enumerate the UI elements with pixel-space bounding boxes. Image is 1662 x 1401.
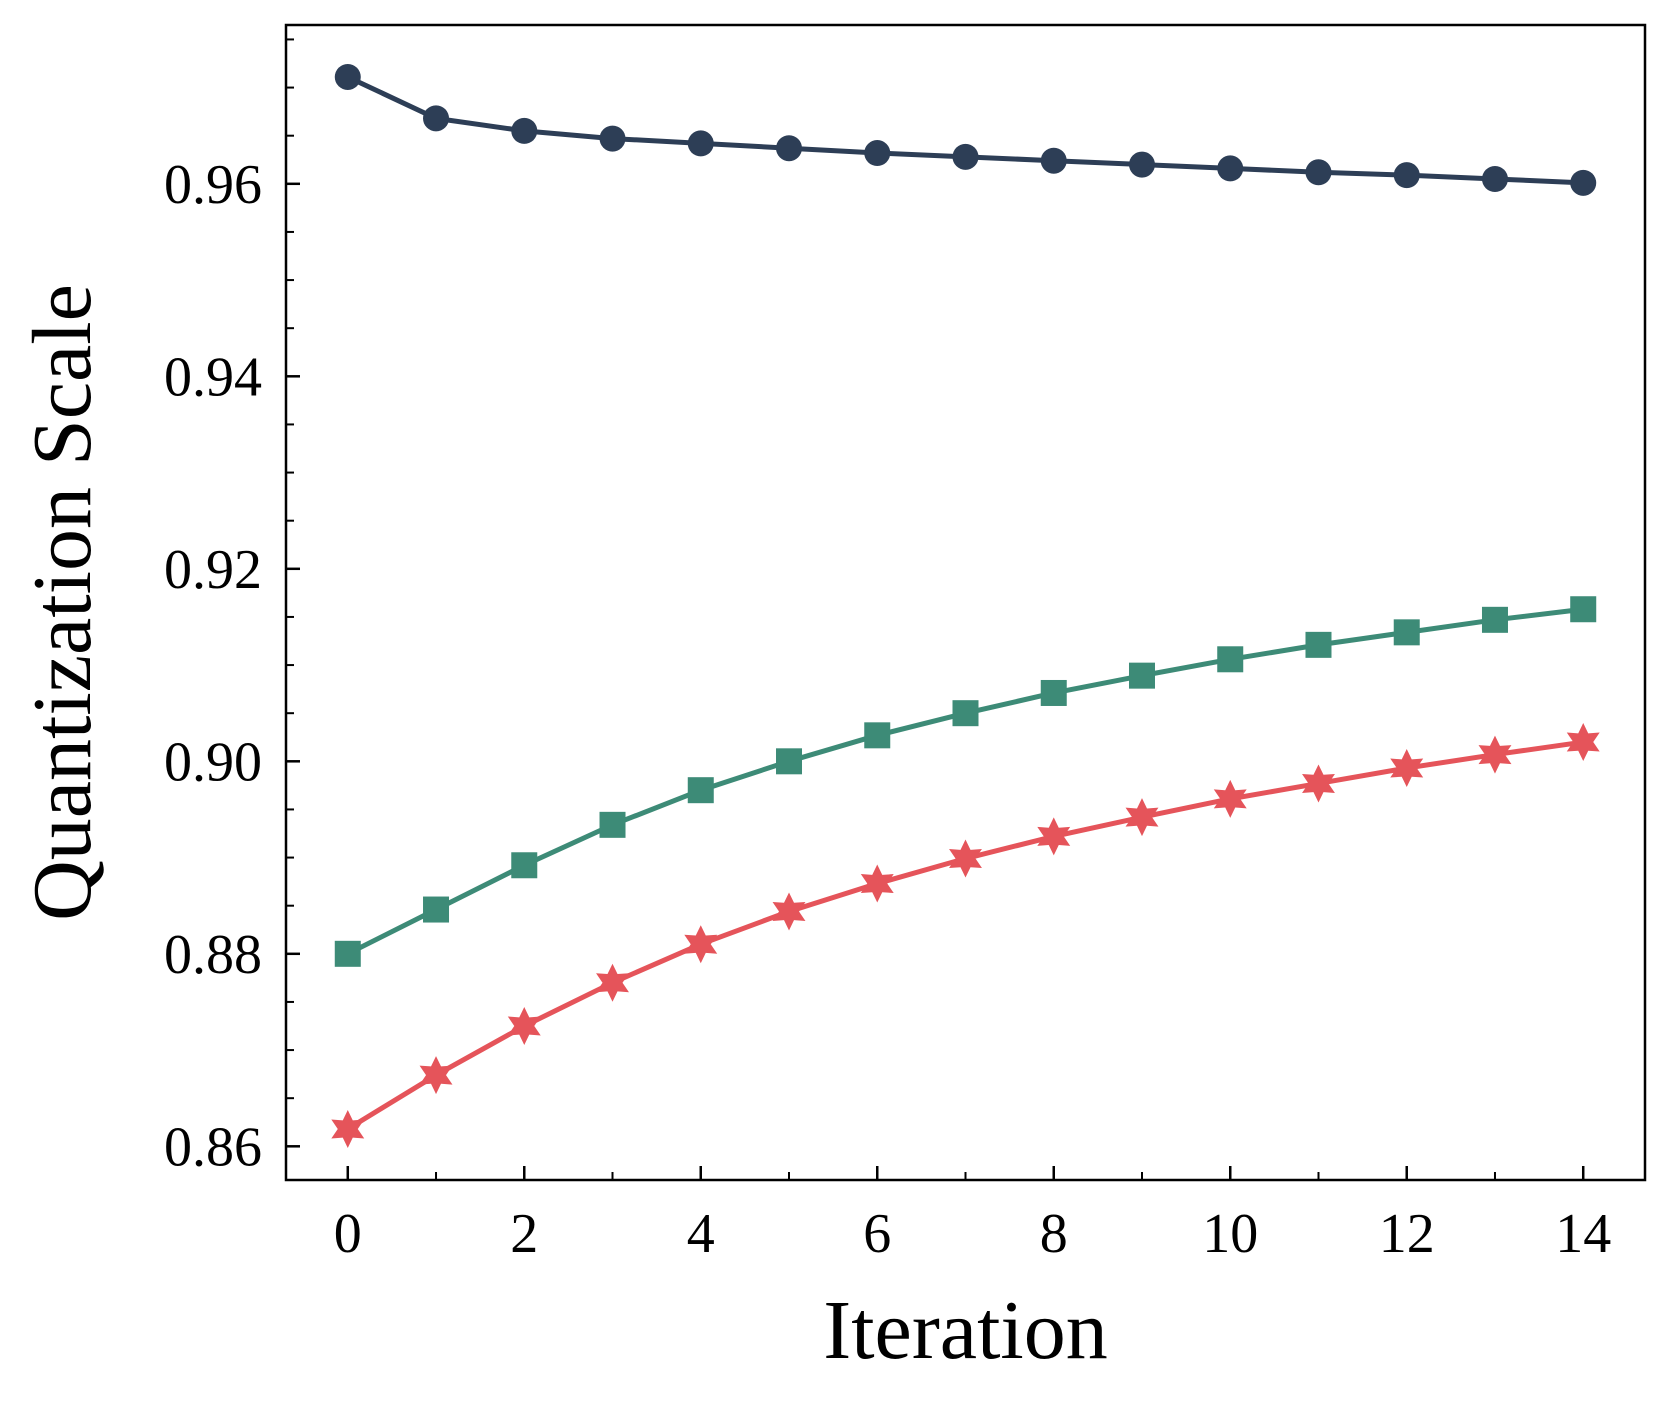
square-series-line	[346, 606, 1584, 957]
data-point	[1305, 159, 1332, 186]
data-point	[596, 963, 629, 1002]
data-point	[949, 839, 982, 878]
data-point	[776, 135, 803, 162]
y-tick-label: 0.90	[164, 731, 262, 793]
x-axis-title: Iteration	[823, 1284, 1108, 1377]
data-point	[1393, 619, 1420, 646]
y-axis-title: Quantization Scale	[16, 284, 109, 921]
data-point	[511, 117, 538, 144]
x-tick-label: 12	[1379, 1203, 1435, 1265]
data-point	[864, 140, 891, 167]
data-point	[419, 1056, 453, 1095]
data-point	[1481, 166, 1508, 192]
data-point	[1566, 723, 1600, 762]
x-tick-label: 14	[1555, 1203, 1611, 1265]
data-point	[1570, 169, 1597, 196]
ticks-layer	[286, 38, 1585, 1180]
data-point	[599, 125, 626, 152]
data-point	[1217, 646, 1244, 673]
x-tick-label: 10	[1202, 1203, 1258, 1265]
data-point	[1570, 596, 1597, 623]
x-tick-label: 6	[863, 1203, 891, 1265]
plot-area	[284, 23, 1647, 1182]
square-series	[334, 596, 1597, 967]
x-tick-label: 8	[1040, 1203, 1068, 1265]
data-point	[952, 700, 979, 727]
data-point	[687, 777, 714, 804]
data-point	[687, 130, 714, 157]
data-point	[1213, 779, 1247, 818]
y-tick-label: 0.88	[164, 924, 262, 986]
data-point	[1128, 151, 1155, 178]
data-point	[1393, 162, 1420, 189]
data-point	[331, 1109, 365, 1148]
data-point	[772, 892, 806, 931]
data-point	[1478, 735, 1512, 774]
labels-layer: 0 2 4 6 8 10 12 14 0.86 0.88 0.90 0.92 0.94 0.96	[164, 154, 1611, 1265]
data-point	[1305, 631, 1332, 658]
data-point	[1481, 606, 1508, 633]
data-point	[511, 852, 538, 879]
data-point	[423, 896, 450, 923]
y-tick-label: 0.94	[164, 346, 262, 408]
data-point	[1302, 764, 1335, 803]
y-tick-label: 0.86	[164, 1116, 262, 1178]
x-tick-label: 2	[510, 1203, 538, 1265]
data-point	[1037, 817, 1071, 856]
x-tick-label: 0	[334, 1203, 362, 1265]
data-point	[1040, 147, 1067, 174]
series-layer	[331, 63, 1600, 1148]
star-series-line	[346, 739, 1584, 1132]
data-point	[1125, 798, 1159, 837]
data-point	[1217, 155, 1244, 182]
data-point	[334, 940, 361, 967]
data-point	[776, 748, 803, 775]
data-point	[952, 143, 979, 170]
star-series	[331, 723, 1600, 1148]
data-point	[1128, 662, 1155, 689]
data-point	[1390, 749, 1424, 788]
data-point	[1040, 679, 1067, 706]
plot-frame	[284, 23, 1647, 1182]
y-tick-label: 0.96	[164, 154, 262, 216]
x-tick-label: 4	[687, 1203, 715, 1265]
data-point	[684, 925, 718, 964]
data-point	[599, 811, 626, 838]
y-tick-label: 0.92	[164, 539, 262, 601]
data-point	[423, 105, 450, 132]
data-point	[334, 63, 361, 90]
data-point	[507, 1007, 541, 1045]
data-point	[864, 722, 891, 749]
circle-series	[334, 63, 1597, 196]
data-point	[860, 864, 894, 903]
